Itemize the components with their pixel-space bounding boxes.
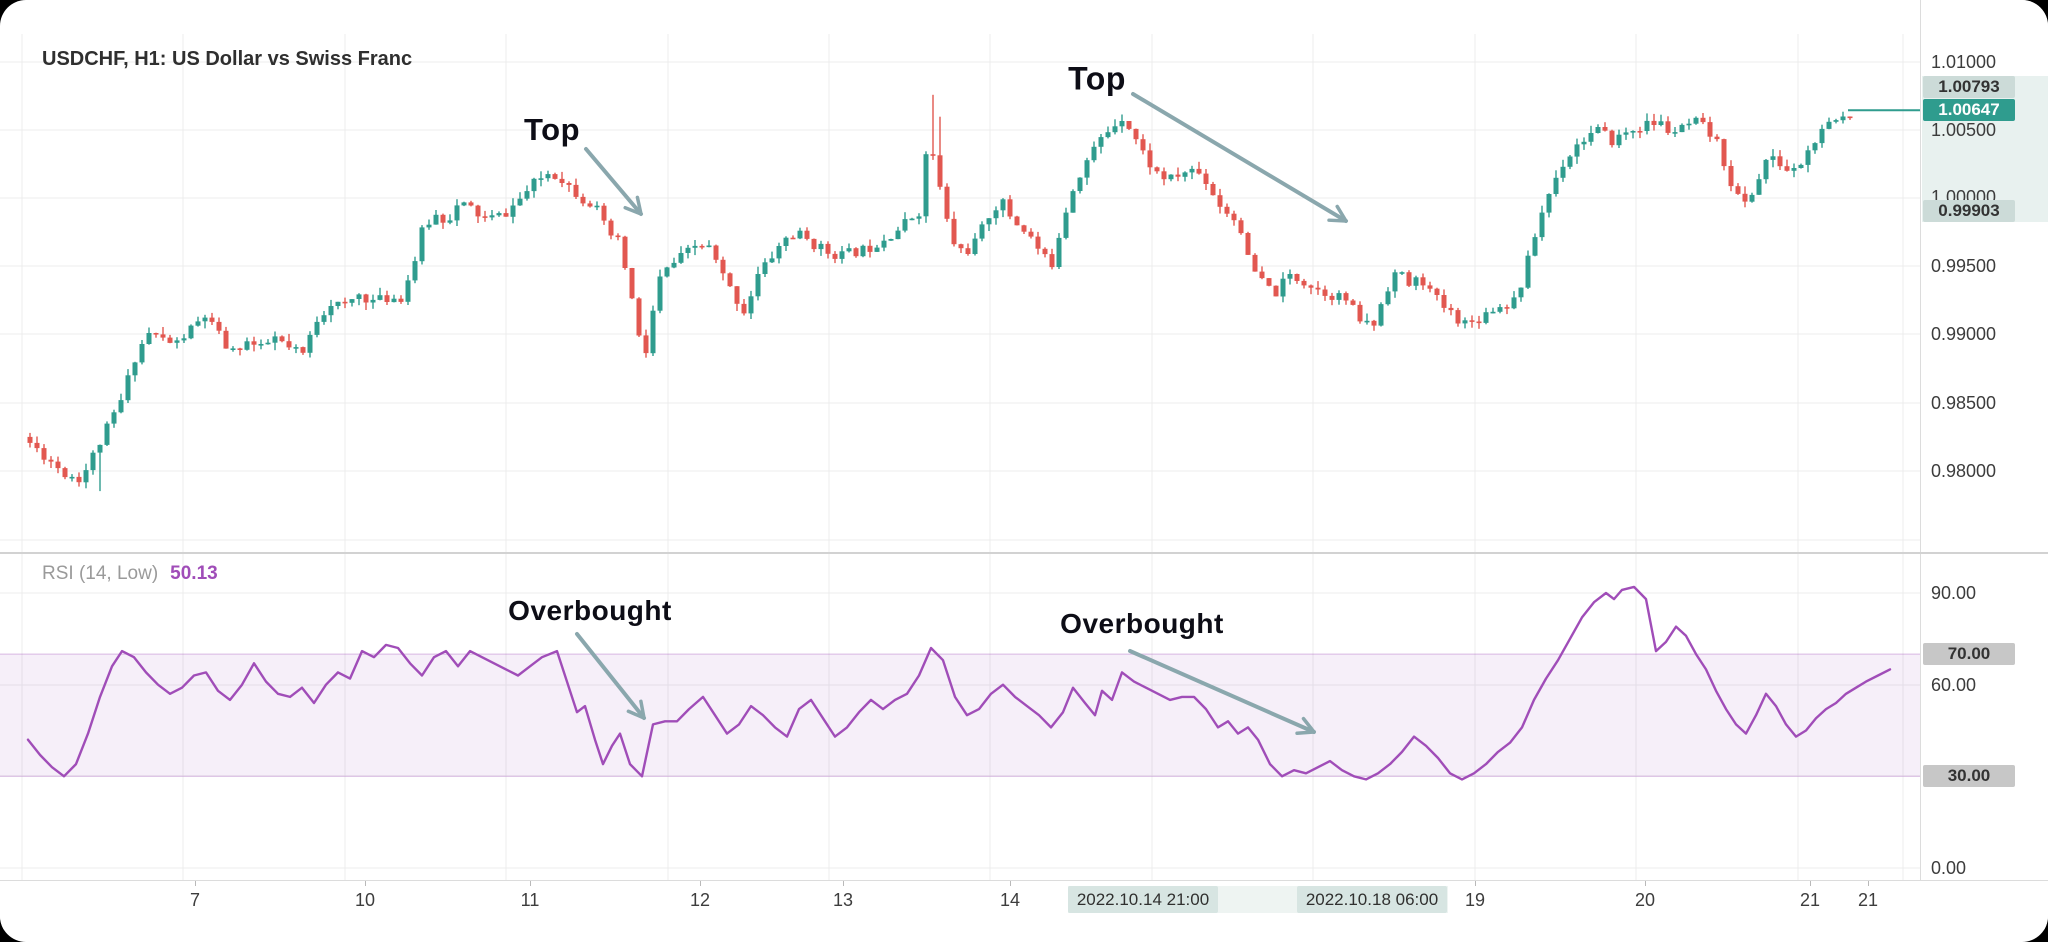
time-tick-mark	[1645, 881, 1646, 886]
annotation-top-1[interactable]: Top	[523, 112, 581, 147]
price-tick-label: 0.98000	[1931, 461, 1997, 481]
time-tick-label: 7	[189, 890, 200, 910]
range-start-date-label: 2022.10.14 21:00	[1068, 886, 1218, 913]
time-tick-label: 12	[689, 890, 711, 910]
symbol-title[interactable]: USDCHF, H1: US Dollar vs Swiss Franc	[42, 48, 413, 70]
price-tick-label: 1.01000	[1931, 52, 1997, 72]
rsi-level-label: 70.00	[1923, 643, 2015, 666]
candlestick-series[interactable]	[27, 94, 1853, 492]
rsi-tick-label: 60.00	[1931, 674, 1977, 695]
annotation-overbought-1[interactable]: Overbought	[508, 595, 672, 626]
annotation-arrow[interactable]	[584, 147, 643, 216]
annotation-arrow[interactable]	[575, 632, 646, 720]
price-axis[interactable]: 1.01000 1.00500 1.00000 0.99500 0.99000 0.985…	[1920, 0, 2048, 880]
time-tick-label: 21	[1857, 890, 1879, 910]
rsi-tick-label: 0.00	[1931, 858, 1967, 878]
price-tick-label: 1.00500	[1931, 120, 1997, 140]
time-tick-label: 21	[1799, 890, 1821, 910]
rsi-band	[0, 654, 1920, 777]
time-axis[interactable]: 2022.10.14 21:00 2022.10.18 06:00 7 10 11 1…	[0, 880, 2048, 930]
time-tick-mark	[195, 881, 196, 886]
time-tick-mark	[1475, 881, 1476, 886]
time-tick-mark	[1010, 881, 1011, 886]
annotation-top-2[interactable]: Top	[1068, 60, 1126, 97]
gridlines	[0, 34, 1920, 880]
time-tick-mark	[843, 881, 844, 886]
annotation-overbought-2[interactable]: Overbought	[1060, 608, 1224, 639]
rsi-tick-label: 90.00	[1931, 582, 1977, 603]
time-tick-mark	[700, 881, 701, 886]
current-price-label: 1.00647	[1923, 99, 2015, 121]
time-tick-label: 11	[520, 890, 540, 910]
time-tick-mark	[365, 881, 366, 886]
rsi-line[interactable]	[26, 585, 1892, 781]
rsi-indicator-label[interactable]: RSI (14, Low) 50.13	[42, 563, 218, 585]
price-tick-label: 0.98500	[1931, 393, 1997, 413]
price-ticks: 1.01000 1.00500 1.00000 0.99500 0.99000 0.985…	[1921, 0, 2048, 880]
price-tick-label: 0.99500	[1931, 256, 1997, 276]
time-tick-label: 19	[1464, 890, 1486, 910]
time-tick-label: 14	[999, 890, 1021, 910]
rsi-level-label: 30.00	[1923, 765, 2015, 788]
annotation-arrow[interactable]	[1131, 92, 1348, 223]
price-tick-label: 0.99000	[1931, 324, 1997, 344]
time-tick-mark	[1868, 881, 1869, 886]
range-low-label: 0.99903	[1923, 200, 2015, 222]
annotation-arrow[interactable]	[1128, 649, 1316, 736]
time-tick-label: 20	[1634, 890, 1656, 910]
rsi-name: RSI (14, Low)	[42, 563, 159, 584]
rsi-current-value: 50.13	[170, 563, 218, 584]
range-end-date-label: 2022.10.18 06:00	[1297, 886, 1447, 913]
range-high-label: 1.00793	[1923, 76, 2015, 98]
time-tick-mark	[530, 881, 531, 886]
time-tick-label: 13	[832, 890, 854, 910]
time-tick-label: 10	[354, 890, 376, 910]
time-tick-mark	[1810, 881, 1811, 886]
